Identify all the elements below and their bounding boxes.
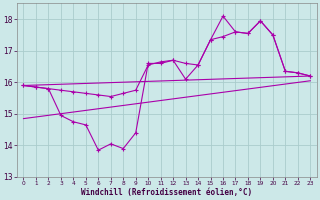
X-axis label: Windchill (Refroidissement éolien,°C): Windchill (Refroidissement éolien,°C) — [81, 188, 252, 197]
